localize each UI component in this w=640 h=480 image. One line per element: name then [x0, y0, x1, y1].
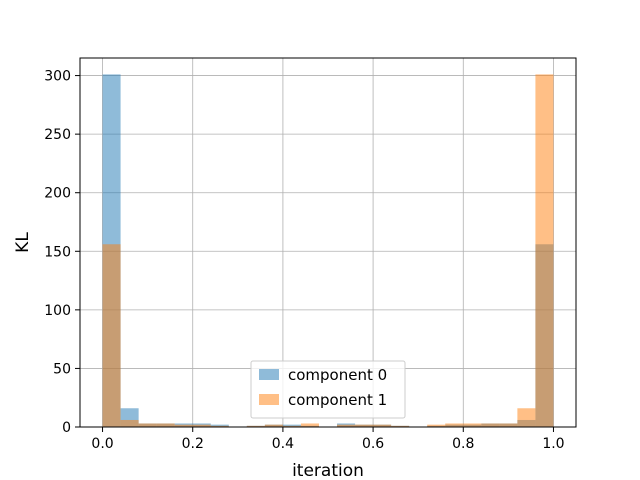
histogram-bar [102, 244, 121, 427]
x-tick-label: 0.4 [272, 436, 294, 452]
x-tick-label: 1.0 [542, 436, 564, 452]
histogram-bar [481, 423, 500, 427]
histogram-bar [210, 424, 229, 427]
histogram-bar [517, 408, 536, 427]
histogram-bar [264, 424, 283, 427]
series-component-1-bars [102, 74, 554, 428]
x-tick-label: 0.8 [452, 436, 474, 452]
y-axis-label: KL [13, 232, 33, 253]
histogram-bar [174, 424, 193, 427]
legend-label-component-1: component 1 [288, 391, 387, 409]
legend-box [250, 360, 406, 419]
histogram-bar [282, 424, 301, 427]
histogram-bar [192, 424, 211, 427]
y-tick-label: 0 [62, 420, 71, 436]
histogram-bar [337, 424, 356, 427]
histogram-bar [210, 425, 229, 427]
histogram-bar [282, 425, 301, 427]
x-tick-label: 0.2 [182, 436, 204, 452]
histogram-bar [246, 425, 265, 427]
histogram-bar [355, 424, 374, 427]
histogram-bar [300, 423, 319, 427]
histogram-bar [156, 423, 175, 427]
histogram-bar [535, 74, 554, 428]
histogram-bar [499, 423, 518, 427]
y-axis-ticks: 0 50 100 150 200 250 300 [44, 69, 80, 436]
legend-swatch-component-0 [259, 369, 279, 380]
histogram-bar [463, 423, 482, 427]
legend: component 0 component 1 [250, 360, 406, 419]
histogram-bar [427, 424, 446, 427]
y-tick-label: 200 [44, 186, 71, 202]
x-tick-label: 0.6 [362, 436, 384, 452]
x-axis-ticks: 0.0 0.2 0.4 0.6 0.8 1.0 [91, 427, 565, 452]
histogram-bar [120, 419, 139, 427]
y-tick-label: 150 [44, 244, 71, 260]
x-axis-label: iteration [292, 461, 364, 480]
x-tick-label: 0.0 [91, 436, 113, 452]
histogram-bar [445, 423, 464, 427]
y-tick-label: 250 [44, 127, 71, 143]
histogram-bar [138, 423, 157, 427]
legend-label-component-0: component 0 [288, 366, 387, 384]
y-tick-label: 50 [53, 361, 71, 377]
y-tick-label: 100 [44, 303, 71, 319]
legend-swatch-component-1 [259, 394, 279, 405]
y-tick-label: 300 [44, 69, 71, 85]
histogram-bar [391, 425, 410, 427]
plot-frame [79, 57, 577, 428]
histogram-bar [373, 424, 392, 427]
